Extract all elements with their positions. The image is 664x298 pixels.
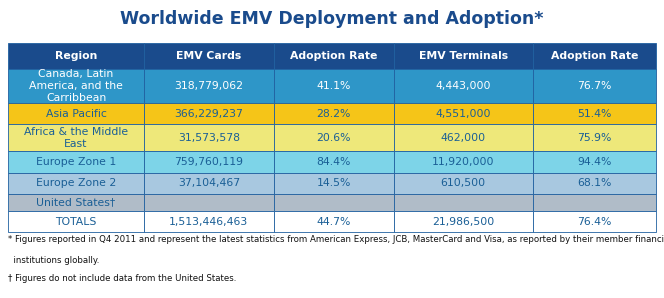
Bar: [144, 43, 274, 69]
Bar: [394, 173, 533, 194]
Bar: [274, 151, 394, 173]
Bar: [144, 69, 274, 103]
Text: 75.9%: 75.9%: [577, 133, 612, 143]
Text: Adoption Rate: Adoption Rate: [290, 51, 377, 61]
Bar: [144, 211, 274, 232]
Text: Europe Zone 2: Europe Zone 2: [36, 179, 116, 188]
Bar: [394, 43, 533, 69]
Text: Canada, Latin
America, and the
Carribbean: Canada, Latin America, and the Carribbea…: [29, 69, 123, 103]
Text: 44.7%: 44.7%: [317, 217, 351, 227]
Text: 366,229,237: 366,229,237: [175, 108, 243, 119]
Bar: [533, 151, 656, 173]
Text: 28.2%: 28.2%: [317, 108, 351, 119]
Text: Europe Zone 1: Europe Zone 1: [36, 157, 116, 167]
Text: 318,779,062: 318,779,062: [175, 81, 244, 91]
Text: 610,500: 610,500: [441, 179, 486, 188]
Bar: [533, 43, 656, 69]
Bar: [8, 151, 144, 173]
Bar: [533, 69, 656, 103]
Text: 94.4%: 94.4%: [577, 157, 612, 167]
Bar: [394, 103, 533, 124]
Bar: [394, 151, 533, 173]
Bar: [394, 69, 533, 103]
Bar: [8, 211, 144, 232]
Bar: [274, 124, 394, 151]
Bar: [8, 194, 144, 211]
Text: 51.4%: 51.4%: [577, 108, 612, 119]
Bar: [274, 211, 394, 232]
Bar: [8, 43, 144, 69]
Bar: [8, 103, 144, 124]
Text: 11,920,000: 11,920,000: [432, 157, 495, 167]
Text: 759,760,119: 759,760,119: [175, 157, 244, 167]
Bar: [144, 124, 274, 151]
Bar: [144, 173, 274, 194]
Bar: [533, 211, 656, 232]
Text: institutions globally.: institutions globally.: [8, 256, 100, 265]
Text: Asia Pacific: Asia Pacific: [46, 108, 106, 119]
Bar: [8, 69, 144, 103]
Bar: [8, 173, 144, 194]
Text: EMV Terminals: EMV Terminals: [419, 51, 508, 61]
Text: Worldwide EMV Deployment and Adoption*: Worldwide EMV Deployment and Adoption*: [120, 10, 544, 28]
Text: TOTALS: TOTALS: [55, 217, 97, 227]
Text: 462,000: 462,000: [441, 133, 486, 143]
Bar: [394, 124, 533, 151]
Text: 68.1%: 68.1%: [577, 179, 612, 188]
Text: 31,573,578: 31,573,578: [178, 133, 240, 143]
Text: * Figures reported in Q4 2011 and represent the latest statistics from American : * Figures reported in Q4 2011 and repres…: [8, 235, 664, 244]
Bar: [274, 69, 394, 103]
Bar: [274, 103, 394, 124]
Text: 4,551,000: 4,551,000: [436, 108, 491, 119]
Bar: [533, 124, 656, 151]
Bar: [274, 173, 394, 194]
Text: 1,513,446,463: 1,513,446,463: [169, 217, 248, 227]
Bar: [533, 173, 656, 194]
Text: 76.4%: 76.4%: [577, 217, 612, 227]
Text: 37,104,467: 37,104,467: [178, 179, 240, 188]
Text: EMV Cards: EMV Cards: [176, 51, 242, 61]
Bar: [144, 151, 274, 173]
Bar: [144, 194, 274, 211]
Text: 84.4%: 84.4%: [317, 157, 351, 167]
Bar: [394, 194, 533, 211]
Bar: [533, 194, 656, 211]
Bar: [274, 43, 394, 69]
Text: Africa & the Middle
East: Africa & the Middle East: [24, 127, 128, 149]
Text: 20.6%: 20.6%: [316, 133, 351, 143]
Text: Region: Region: [55, 51, 97, 61]
Text: 41.1%: 41.1%: [317, 81, 351, 91]
Text: † Figures do not include data from the United States.: † Figures do not include data from the U…: [8, 274, 236, 283]
Text: 21,986,500: 21,986,500: [432, 217, 495, 227]
Text: 4,443,000: 4,443,000: [436, 81, 491, 91]
Bar: [8, 124, 144, 151]
Text: 76.7%: 76.7%: [577, 81, 612, 91]
Bar: [274, 194, 394, 211]
Bar: [394, 211, 533, 232]
Text: 14.5%: 14.5%: [317, 179, 351, 188]
Bar: [144, 103, 274, 124]
Text: Adoption Rate: Adoption Rate: [550, 51, 638, 61]
Bar: [533, 103, 656, 124]
Text: United States†: United States†: [37, 198, 116, 208]
